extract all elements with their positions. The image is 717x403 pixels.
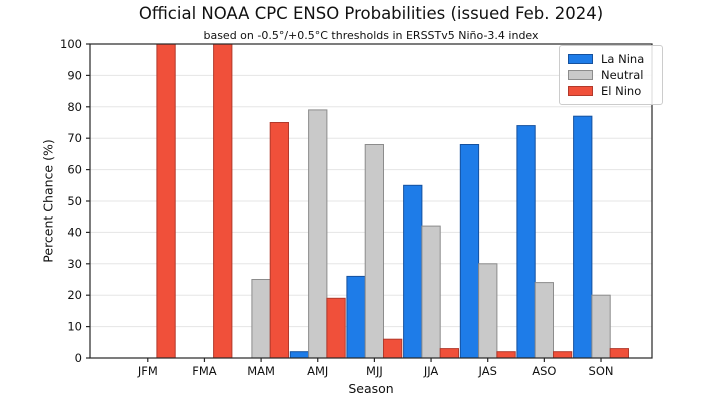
y-tick-label-20: 20 (67, 288, 82, 302)
x-tick-label-jja: JJA (423, 364, 439, 378)
y-tick-label-0: 0 (75, 351, 82, 365)
bar-el-nino-son (609, 348, 630, 359)
bar-el-nino-jas (496, 351, 516, 359)
x-tick-label-aso: ASO (532, 364, 556, 378)
bar-la-nina-mjj (346, 275, 366, 359)
y-tick-label-90: 90 (67, 68, 82, 82)
legend-label-neutral: Neutral (601, 68, 644, 82)
bar-el-nino-mam (269, 122, 290, 359)
legend-swatch-neutral (568, 70, 593, 80)
legend: La Nina Neutral El Nino (559, 45, 663, 105)
y-tick-label-50: 50 (67, 194, 82, 208)
bar-neutral-jja (421, 225, 441, 359)
x-tick-label-jas: JAS (478, 364, 497, 378)
bar-la-nina-amj (289, 351, 310, 359)
y-tick-label-60: 60 (67, 163, 82, 177)
chart-subtitle: based on -0.5°/+0.5°C thresholds in ERSS… (203, 29, 539, 42)
x-tick-label-fma: FMA (192, 364, 217, 378)
bar-el-nino-aso (553, 351, 573, 359)
bar-neutral-mam (251, 279, 271, 359)
bar-el-nino-mjj (383, 338, 403, 359)
bar-neutral-jas (478, 263, 498, 359)
bar-el-nino-jfm (156, 43, 176, 359)
bar-neutral-aso (534, 282, 555, 359)
x-tick-label-amj: AMJ (307, 364, 328, 378)
bar-neutral-son (591, 294, 611, 359)
legend-swatch-la-nina (568, 54, 593, 64)
legend-item-el-nino: El Nino (568, 83, 654, 99)
legend-item-neutral: Neutral (568, 67, 654, 83)
bar-neutral-mjj (364, 144, 385, 359)
bar-el-nino-fma (213, 43, 233, 359)
legend-label-el-nino: El Nino (601, 84, 642, 98)
bar-la-nina-son (573, 115, 593, 359)
x-tick-label-mjj: MJJ (366, 364, 383, 378)
legend-label-la-nina: La Nina (601, 52, 645, 66)
bar-la-nina-jas (459, 144, 480, 359)
y-tick-label-40: 40 (67, 225, 82, 239)
y-tick-label-10: 10 (67, 320, 82, 334)
bar-la-nina-aso (516, 125, 536, 359)
y-tick-label-30: 30 (67, 257, 82, 271)
y-tick-label-100: 100 (60, 37, 82, 51)
x-tick-label-son: SON (589, 364, 614, 378)
bar-el-nino-amj (326, 297, 346, 359)
legend-item-la-nina: La Nina (568, 51, 654, 67)
bar-la-nina-jja (403, 184, 423, 359)
legend-swatch-el-nino (568, 86, 593, 96)
bar-neutral-amj (308, 109, 328, 359)
y-tick-label-80: 80 (67, 100, 82, 114)
x-tick-label-jfm: JFM (137, 364, 158, 378)
chart-title: Official NOAA CPC ENSO Probabilities (is… (138, 4, 604, 23)
y-tick-label-70: 70 (67, 131, 82, 145)
x-tick-label-mam: MAM (247, 364, 275, 378)
x-axis-label: Season (348, 381, 394, 396)
bar-el-nino-jja (439, 348, 460, 359)
